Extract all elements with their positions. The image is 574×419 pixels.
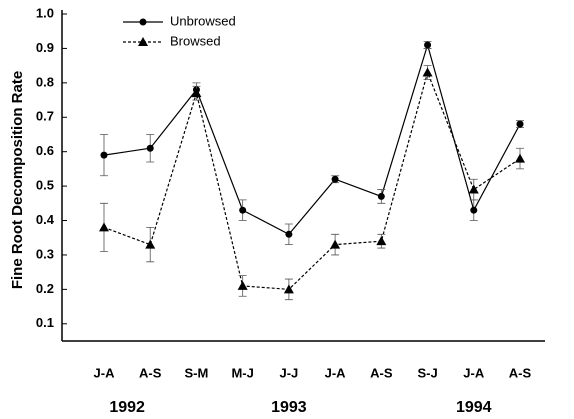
x-tick-label: J-J [279, 365, 298, 380]
y-tick-label: 0.5 [36, 178, 54, 193]
marker [377, 192, 385, 200]
year-label: 1994 [456, 399, 492, 416]
marker [146, 144, 154, 152]
marker [145, 239, 156, 249]
x-tick-label: A-S [509, 365, 532, 380]
marker [468, 184, 479, 194]
series-line [103, 70, 521, 290]
year-label: 1992 [109, 399, 145, 416]
marker [100, 151, 108, 159]
x-tick-label: J-A [94, 365, 116, 380]
year-label: 1993 [271, 399, 307, 416]
series-line [103, 42, 521, 236]
x-tick-label: J-A [463, 365, 485, 380]
x-tick-label: A-S [139, 365, 162, 380]
x-tick-label: S-J [417, 365, 437, 380]
marker [424, 41, 432, 49]
marker [422, 67, 433, 77]
x-tick-label: S-M [185, 365, 209, 380]
marker [237, 280, 248, 290]
y-axis-label: Fine Root Decomposition Rate [9, 71, 26, 289]
marker [285, 230, 293, 238]
y-tick-label: 0.6 [36, 143, 54, 158]
marker [283, 284, 294, 294]
y-tick-label: 0.8 [36, 74, 54, 89]
y-tick-label: 0.4 [36, 212, 55, 227]
marker [516, 120, 524, 128]
marker [99, 222, 109, 232]
x-tick-label: J-A [325, 365, 347, 380]
marker [330, 239, 341, 249]
x-tick-label: A-S [370, 365, 393, 380]
y-tick-label: 1.0 [36, 5, 54, 20]
y-tick-label: 0.9 [36, 40, 54, 55]
marker [376, 236, 387, 246]
y-tick-label: 0.7 [36, 109, 54, 124]
legend-marker [138, 37, 148, 46]
y-tick-label: 0.3 [36, 246, 54, 261]
marker [239, 206, 247, 214]
y-tick-label: 0.1 [36, 315, 54, 330]
legend-label: Unbrowsed [170, 13, 236, 28]
marker [515, 153, 525, 163]
marker [331, 175, 339, 183]
legend-label: Browsed [170, 33, 221, 48]
marker [191, 88, 202, 98]
y-tick-label: 0.2 [36, 281, 54, 296]
legend-marker [139, 18, 147, 26]
marker [470, 206, 478, 214]
x-tick-label: M-J [231, 365, 253, 380]
